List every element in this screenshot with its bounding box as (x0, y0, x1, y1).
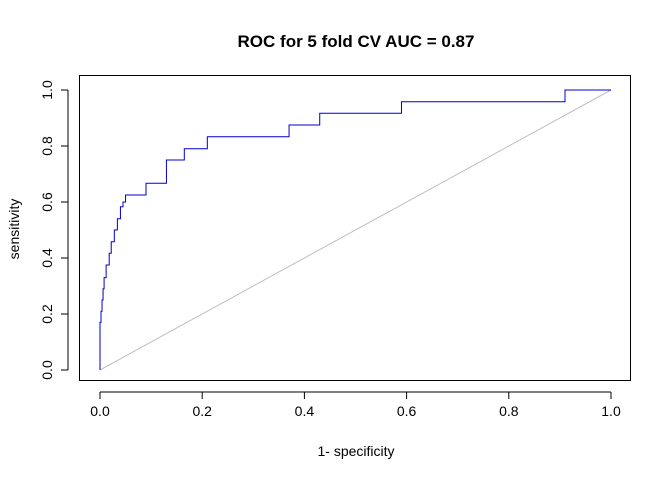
y-tick-label: 0.6 (39, 192, 55, 212)
x-tick-label: 0.8 (499, 403, 519, 419)
x-tick-label: 0.4 (295, 403, 315, 419)
x-tick-label: 0.6 (397, 403, 417, 419)
chart-title: ROC for 5 fold CV AUC = 0.87 (238, 32, 475, 51)
x-tick-label: 0.2 (192, 403, 212, 419)
y-tick-label: 0.0 (39, 360, 55, 380)
plot-frame (79, 75, 631, 381)
y-tick-label: 0.8 (39, 136, 55, 156)
x-tick-label: 0.0 (90, 403, 110, 419)
reference-diagonal-line (99, 89, 612, 371)
x-axis: 0.0 0.2 0.4 0.6 0.8 1.0 (90, 391, 621, 419)
x-tick-label: 1.0 (601, 403, 621, 419)
y-axis-label: sensitivity (6, 199, 22, 260)
y-tick-label: 1.0 (39, 80, 55, 100)
roc-curve-line (99, 89, 611, 370)
y-axis: 0.0 0.2 0.4 0.6 0.8 1.0 (39, 80, 69, 380)
series-layer (99, 89, 612, 371)
y-tick-label: 0.4 (39, 248, 55, 268)
x-axis-label: 1- specificity (317, 443, 394, 459)
y-tick-label: 0.2 (39, 304, 55, 324)
